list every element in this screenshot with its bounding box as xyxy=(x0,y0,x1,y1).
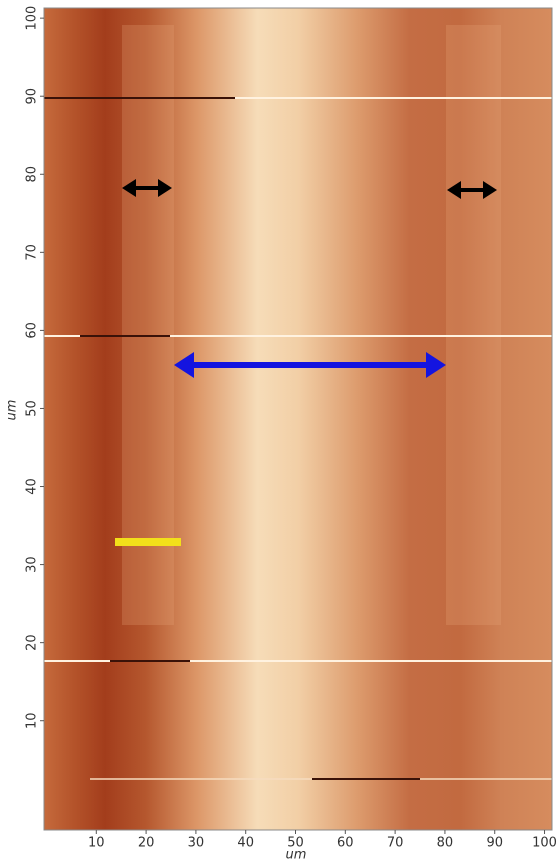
yellow-marker xyxy=(115,538,181,546)
y-axis-label: um xyxy=(5,400,20,421)
x-tick-label: 20 xyxy=(138,836,155,851)
y-tick-label: 90 xyxy=(25,88,40,105)
x-tick-label: 60 xyxy=(337,836,354,851)
plot-frame xyxy=(43,7,553,831)
x-axis-label: um xyxy=(286,848,307,863)
black-arrow xyxy=(122,179,172,197)
x-tick-label: 40 xyxy=(237,836,254,851)
y-tick-label: 80 xyxy=(25,166,40,183)
blue-arrow xyxy=(174,352,446,378)
y-tick-label: 10 xyxy=(25,712,40,729)
y-tick-label: 70 xyxy=(25,244,40,261)
y-tick-label: 50 xyxy=(25,400,40,417)
pad-region xyxy=(446,25,501,625)
plot-area xyxy=(43,7,553,831)
black-arrow xyxy=(447,181,497,199)
y-tick-label: 30 xyxy=(25,556,40,573)
x-tick-label: 10 xyxy=(88,836,105,851)
x-tick-label: 100 xyxy=(532,836,556,851)
x-tick-label: 90 xyxy=(486,836,503,851)
x-tick-label: 80 xyxy=(437,836,454,851)
x-tick-label: 70 xyxy=(387,836,404,851)
pad-region xyxy=(122,25,174,625)
y-tick-label: 40 xyxy=(25,478,40,495)
x-tick-label: 30 xyxy=(188,836,205,851)
x-tick-label: 50 xyxy=(287,836,304,851)
y-tick-label: 100 xyxy=(25,6,40,31)
y-tick-label: 60 xyxy=(25,322,40,339)
scan-image xyxy=(44,8,552,830)
y-tick-label: 20 xyxy=(25,634,40,651)
